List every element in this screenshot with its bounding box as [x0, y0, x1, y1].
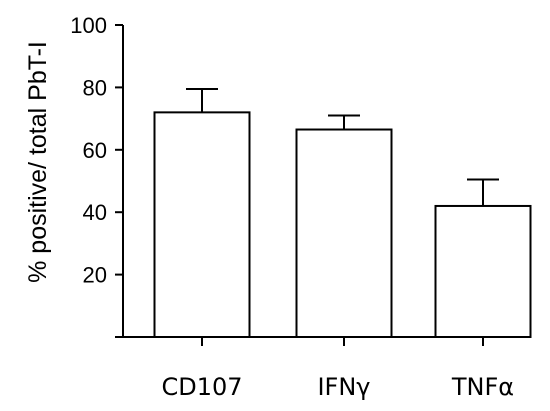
y-tick-label-80: 80: [83, 75, 107, 100]
y-axis: 20 40 60 80 100: [70, 13, 124, 338]
bar-ifn-: [295, 128, 393, 338]
y-tick-label-100: 100: [70, 13, 107, 38]
y-tick-label-20: 20: [83, 263, 107, 288]
bar-tnf-: [434, 204, 532, 338]
x-tick-label-ifn-: IFNγ: [317, 373, 370, 401]
bar-cd107: [153, 111, 251, 338]
y-tick-label-60: 60: [83, 138, 107, 163]
x-tick-label-tnf-: TNFα: [451, 373, 514, 401]
bars: CD107 IFNγ TNFα: [153, 87, 532, 401]
y-axis-title: % positive/ total PbT-I: [24, 41, 52, 283]
y-tick-label-40: 40: [83, 200, 107, 225]
x-tick-label-cd107: CD107: [161, 373, 242, 401]
